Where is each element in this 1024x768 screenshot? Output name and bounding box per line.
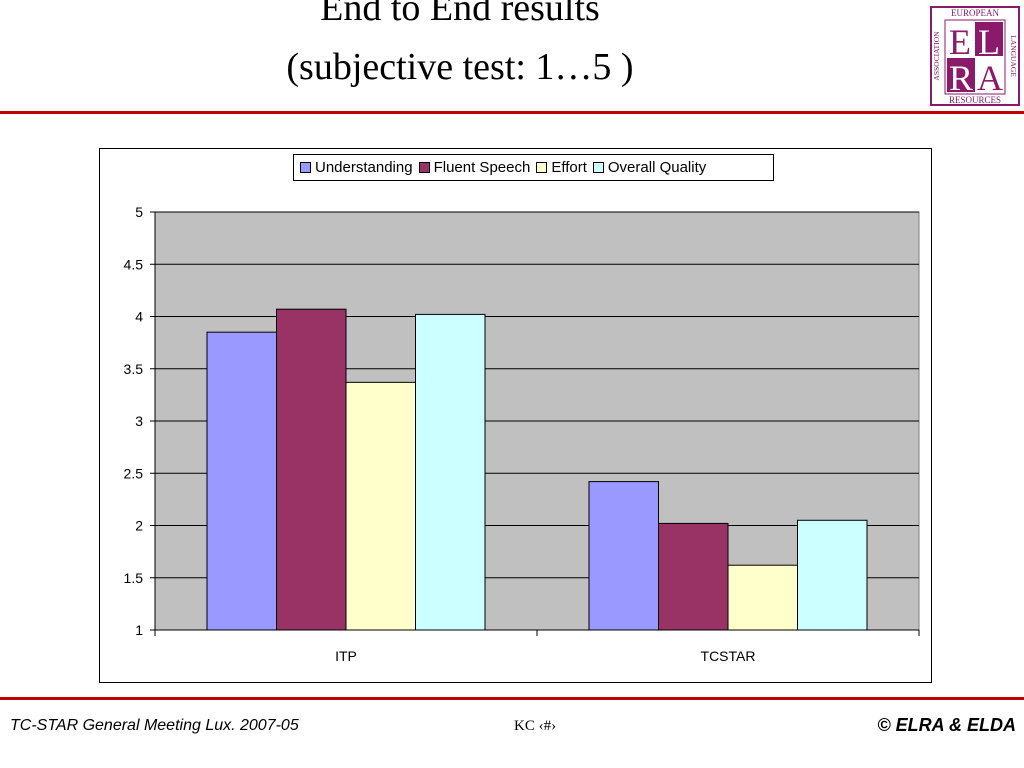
legend-item-fluent-speech: Fluent Speech [418, 159, 531, 176]
y-tick-label: 3.5 [124, 361, 144, 377]
y-tick-label: 4.5 [124, 256, 144, 272]
elra-logo: EUROPEAN RESOURCES ASSOCIATION LANGUAGE … [930, 6, 1020, 106]
y-tick-label: 4 [135, 309, 143, 325]
x-category-label: TCSTAR [701, 648, 756, 664]
bar [588, 481, 659, 631]
footer-event: TC-STAR General Meeting Lux. 2007-05 [10, 717, 299, 734]
legend-label-overall-quality: Overall Quality [607, 159, 707, 176]
footer-divider [0, 697, 1024, 700]
legend-label-effort: Effort [551, 159, 587, 176]
slide-title-line2: (subjective test: 1…5 ) [286, 46, 634, 88]
logo-letter-a: A [977, 58, 1003, 98]
legend-item-effort: Effort [536, 159, 587, 176]
bar [797, 519, 868, 631]
bar [658, 522, 729, 631]
y-tick-label: 3 [135, 413, 143, 429]
legend-swatch-effort [536, 162, 548, 173]
bar [727, 564, 798, 631]
logo-letter-l: L [978, 22, 1000, 62]
bar [276, 308, 347, 631]
y-tick-label: 5 [135, 204, 143, 220]
logo-letter-e: E [949, 22, 971, 62]
bar [345, 381, 416, 631]
legend-swatch-fluent-speech [418, 162, 430, 173]
slide-title-line1: End to End results [320, 0, 600, 29]
y-tick-label: 1.5 [124, 570, 144, 586]
y-tick-label: 2 [135, 518, 143, 534]
logo-left-text: ASSOCIATION [932, 31, 941, 81]
legend-label-fluent-speech: Fluent Speech [433, 159, 531, 176]
y-tick-label: 1 [135, 622, 143, 638]
legend-item-understanding: Understanding [300, 159, 413, 176]
legend-swatch-understanding [300, 162, 311, 173]
footer-slide-number: KC ‹#› [514, 718, 557, 734]
y-tick-label: 2.5 [124, 465, 144, 481]
logo-bottom-text: RESOURCES [949, 95, 1001, 105]
x-category-label: ITP [335, 648, 357, 664]
bar [206, 331, 277, 631]
logo-top-text: EUROPEAN [951, 8, 1000, 18]
footer-copyright: © ELRA & ELDA [877, 715, 1016, 735]
chart-legend: Understanding Fluent Speech Effort Overa… [293, 154, 774, 181]
header-divider [0, 111, 1024, 114]
bar [415, 313, 486, 631]
legend-swatch-overall-quality [592, 162, 604, 173]
legend-item-overall-quality: Overall Quality [592, 159, 707, 176]
logo-letter-r: R [949, 58, 973, 98]
legend-label-understanding: Understanding [315, 159, 413, 176]
logo-right-text: LANGUAGE [1009, 35, 1018, 77]
